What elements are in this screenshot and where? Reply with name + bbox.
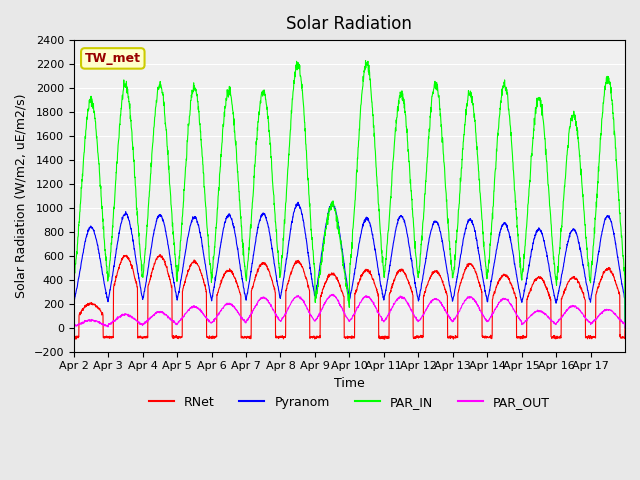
Y-axis label: Solar Radiation (W/m2, uE/m2/s): Solar Radiation (W/m2, uE/m2/s)	[15, 94, 28, 298]
Text: TW_met: TW_met	[85, 52, 141, 65]
Title: Solar Radiation: Solar Radiation	[287, 15, 412, 33]
Legend: RNet, Pyranom, PAR_IN, PAR_OUT: RNet, Pyranom, PAR_IN, PAR_OUT	[144, 391, 555, 414]
X-axis label: Time: Time	[334, 377, 365, 390]
